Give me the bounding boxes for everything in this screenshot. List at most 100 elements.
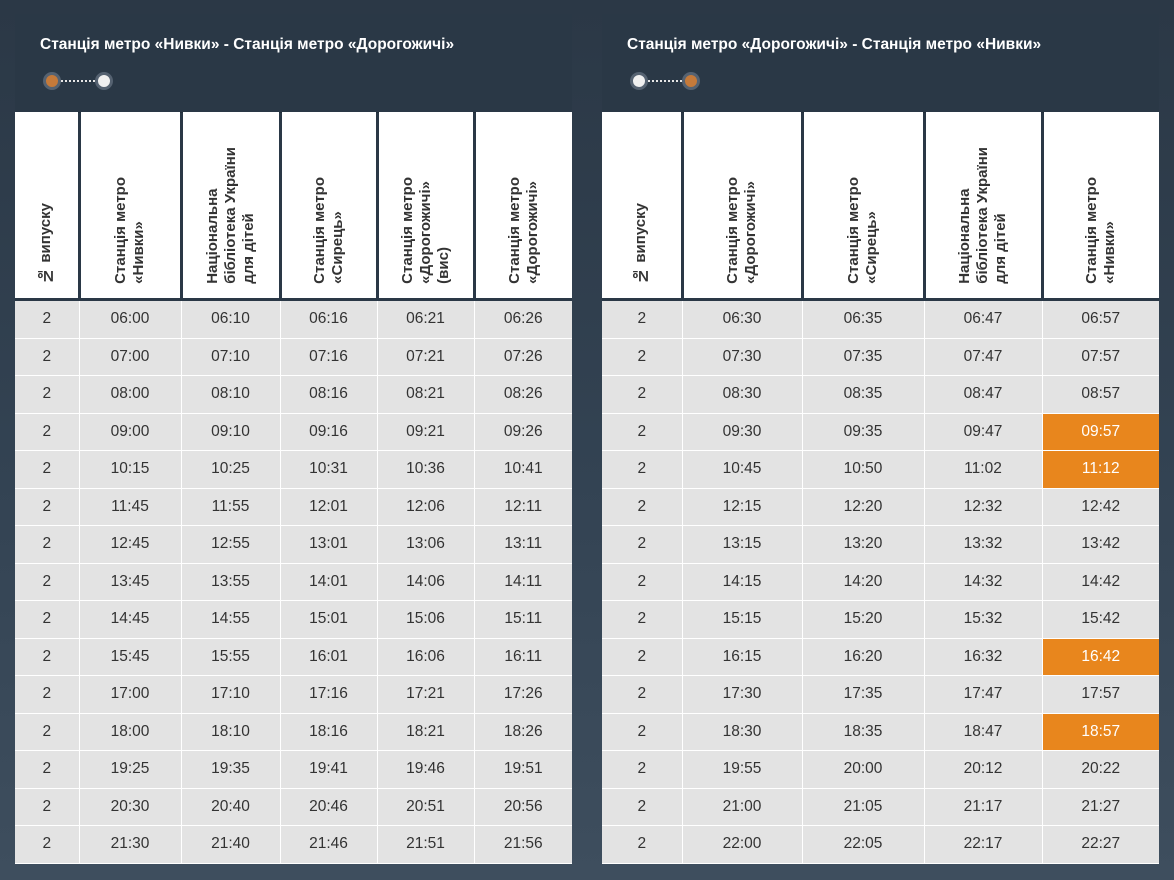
time-cell: 08:47 xyxy=(924,375,1043,414)
time-cell: 08:16 xyxy=(280,375,378,414)
release-number-cell: 2 xyxy=(602,825,683,864)
time-cell: 09:26 xyxy=(474,413,572,451)
time-cell: 17:10 xyxy=(181,675,281,714)
time-cell: 10:31 xyxy=(280,450,378,489)
table-row: 2 20:30 20:40 20:46 20:51 20:56 xyxy=(15,788,572,826)
header-row: № випуску Станція метро «Нивки» Національн… xyxy=(15,112,572,301)
time-cell: 17:26 xyxy=(474,675,572,714)
time-cell: 07:10 xyxy=(181,338,281,376)
time-cell: 15:32 xyxy=(924,600,1043,639)
time-cell: 06:10 xyxy=(181,299,281,339)
table-body: 2 06:00 06:10 06:16 06:21 06:26 2 07:00 07:10 07:… xyxy=(15,299,572,864)
time-cell: 15:11 xyxy=(474,600,572,639)
time-cell: 07:26 xyxy=(474,338,572,376)
time-cell: 09:35 xyxy=(802,413,925,451)
time-cell: 18:26 xyxy=(474,713,572,751)
column-header: № випуску xyxy=(602,112,684,301)
time-cell: 22:27 xyxy=(1042,825,1159,864)
time-cell: 13:06 xyxy=(377,525,475,564)
time-cell: 12:32 xyxy=(924,488,1043,526)
schedule-table: № випуску Станція метро «Нивки» Національн… xyxy=(15,112,572,864)
time-cell: 14:20 xyxy=(802,563,925,601)
time-cell: 17:35 xyxy=(802,675,925,714)
release-number-cell: 2 xyxy=(15,750,80,789)
time-cell: 19:25 xyxy=(79,750,182,789)
route-dotted-line xyxy=(61,80,95,82)
highlighted-time-cell: 11:12 xyxy=(1042,450,1159,489)
release-number-cell: 2 xyxy=(15,375,80,414)
time-cell: 16:32 xyxy=(924,638,1043,676)
time-cell: 08:00 xyxy=(79,375,182,414)
route-indicator xyxy=(43,72,115,90)
release-number-cell: 2 xyxy=(15,788,80,826)
table-row: 2 08:00 08:10 08:16 08:21 08:26 xyxy=(15,375,572,414)
time-cell: 09:10 xyxy=(181,413,281,451)
time-cell: 16:20 xyxy=(802,638,925,676)
highlighted-time-cell: 09:57 xyxy=(1042,413,1159,451)
time-cell: 11:55 xyxy=(181,488,281,526)
release-number-cell: 2 xyxy=(15,338,80,376)
time-cell: 13:42 xyxy=(1042,525,1159,564)
time-cell: 14:45 xyxy=(79,600,182,639)
time-cell: 06:30 xyxy=(682,299,803,339)
release-number-cell: 2 xyxy=(15,525,80,564)
schedule-panel-forward: Станція метро «Нивки» - Станція метро «Д… xyxy=(15,14,572,864)
column-header-label: № випуску xyxy=(37,203,55,284)
time-cell: 12:11 xyxy=(474,488,572,526)
time-cell: 18:00 xyxy=(79,713,182,751)
table-row: 2 12:45 12:55 13:01 13:06 13:11 xyxy=(15,525,572,564)
release-number-cell: 2 xyxy=(602,788,683,826)
table-row: 2 10:45 10:50 11:02 11:12 xyxy=(602,450,1159,489)
table-row: 2 17:00 17:10 17:16 17:21 17:26 xyxy=(15,675,572,714)
column-header: Станція метро «Нивки» xyxy=(79,112,183,301)
table-row: 2 10:15 10:25 10:31 10:36 10:41 xyxy=(15,450,572,489)
release-number-cell: 2 xyxy=(602,750,683,789)
time-cell: 06:26 xyxy=(474,299,572,339)
column-header-label: Станція метро «Сирець» xyxy=(310,177,346,284)
table-row: 2 22:00 22:05 22:17 22:27 xyxy=(602,825,1159,864)
time-cell: 07:16 xyxy=(280,338,378,376)
time-cell: 11:45 xyxy=(79,488,182,526)
release-number-cell: 2 xyxy=(15,675,80,714)
release-number-cell: 2 xyxy=(602,299,683,339)
time-cell: 20:00 xyxy=(802,750,925,789)
time-cell: 14:42 xyxy=(1042,563,1159,601)
highlighted-time-cell: 16:42 xyxy=(1042,638,1159,676)
time-cell: 17:47 xyxy=(924,675,1043,714)
column-header: Станція метро «Дорогожичі» (вис) xyxy=(377,112,476,301)
route-start-dot-icon xyxy=(43,72,61,90)
column-header: Станція метро «Дорогожичі» xyxy=(474,112,572,301)
release-number-cell: 2 xyxy=(15,413,80,451)
release-number-cell: 2 xyxy=(602,600,683,639)
time-cell: 18:21 xyxy=(377,713,475,751)
time-cell: 06:35 xyxy=(802,299,925,339)
time-cell: 21:05 xyxy=(802,788,925,826)
table-row: 2 15:45 15:55 16:01 16:06 16:11 xyxy=(15,638,572,676)
column-header-label: Станція метро «Дорогожичі» xyxy=(505,177,541,284)
time-cell: 20:51 xyxy=(377,788,475,826)
time-cell: 13:45 xyxy=(79,563,182,601)
table-row: 2 14:45 14:55 15:01 15:06 15:11 xyxy=(15,600,572,639)
release-number-cell: 2 xyxy=(15,638,80,676)
time-cell: 10:41 xyxy=(474,450,572,489)
time-cell: 08:21 xyxy=(377,375,475,414)
time-cell: 09:30 xyxy=(682,413,803,451)
time-cell: 18:30 xyxy=(682,713,803,751)
time-cell: 07:35 xyxy=(802,338,925,376)
table-row: 2 13:15 13:20 13:32 13:42 xyxy=(602,525,1159,564)
route-end-dot-icon xyxy=(682,72,700,90)
time-cell: 07:00 xyxy=(79,338,182,376)
time-cell: 22:05 xyxy=(802,825,925,864)
release-number-cell: 2 xyxy=(602,563,683,601)
column-header: Станція метро «Сирець» xyxy=(802,112,926,301)
table-header: № випуску Станція метро «Нивки» Національн… xyxy=(15,112,572,301)
time-cell: 12:45 xyxy=(79,525,182,564)
time-cell: 19:35 xyxy=(181,750,281,789)
time-cell: 08:26 xyxy=(474,375,572,414)
highlighted-time-cell: 18:57 xyxy=(1042,713,1159,751)
time-cell: 21:17 xyxy=(924,788,1043,826)
time-cell: 19:55 xyxy=(682,750,803,789)
time-cell: 14:06 xyxy=(377,563,475,601)
time-cell: 08:10 xyxy=(181,375,281,414)
time-cell: 18:47 xyxy=(924,713,1043,751)
